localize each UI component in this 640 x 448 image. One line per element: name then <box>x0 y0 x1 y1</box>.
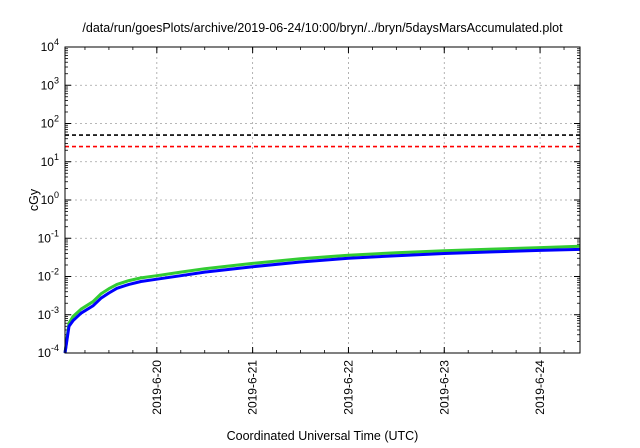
x-tick-label: 2019-6-23 <box>437 360 451 415</box>
chart-title: /data/run/goesPlots/archive/2019-06-24/1… <box>82 21 563 35</box>
series-line <box>63 244 581 354</box>
series-line <box>63 247 581 354</box>
x-tick-label: 2019-6-22 <box>341 360 355 415</box>
y-axis-label: cGy <box>27 188 41 212</box>
y-tick-label: 101 <box>41 152 59 169</box>
y-tick-label: 104 <box>41 37 59 54</box>
x-tick-label: 2019-6-20 <box>150 360 164 415</box>
x-axis-label: Coordinated Universal Time (UTC) <box>226 429 419 443</box>
y-tick-label: 10-2 <box>38 267 59 284</box>
y-tick-label: 102 <box>41 114 59 131</box>
y-tick-label: 10-1 <box>38 228 59 245</box>
y-tick-label: 10-3 <box>38 305 59 322</box>
x-tick-label: 2019-6-24 <box>533 360 547 415</box>
plot-frame <box>64 46 581 354</box>
y-tick-label: 10-4 <box>38 343 59 360</box>
x-tick-label: 2019-6-21 <box>246 360 260 415</box>
y-tick-label: 100 <box>41 190 59 207</box>
y-tick-label: 103 <box>41 75 59 92</box>
